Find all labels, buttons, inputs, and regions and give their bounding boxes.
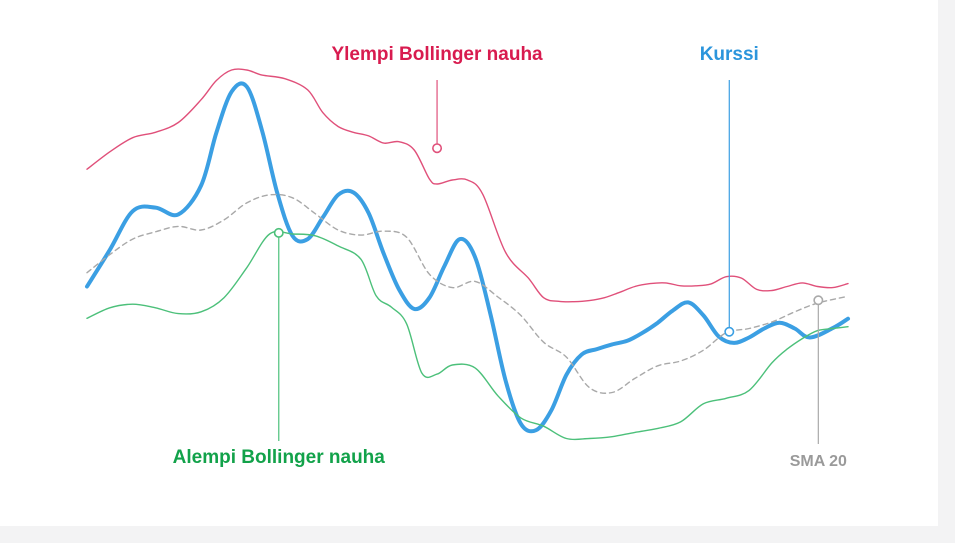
chart-card: Ylempi Bollinger nauha Kurssi Alempi Bolli… [0, 0, 938, 526]
bollinger-chart: Ylempi Bollinger nauha Kurssi Alempi Bolli… [85, 44, 850, 470]
marker-sma [813, 295, 824, 306]
series-line-lower [86, 230, 849, 441]
series-line-sma [86, 193, 849, 394]
label-sma: SMA 20 [790, 453, 847, 470]
series-line-upper [86, 68, 849, 303]
marker-price [724, 326, 735, 337]
marker-lower [273, 227, 284, 238]
label-lower: Alempi Bollinger nauha [173, 447, 386, 468]
label-price: Kurssi [700, 44, 759, 65]
label-upper: Ylempi Bollinger nauha [331, 44, 543, 65]
marker-upper [432, 143, 443, 154]
series-line-price [85, 81, 850, 434]
